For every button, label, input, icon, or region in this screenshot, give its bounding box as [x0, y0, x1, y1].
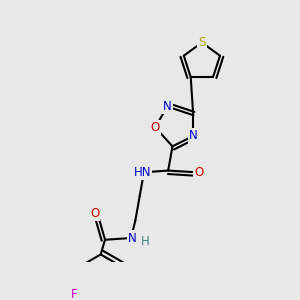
Text: N: N: [128, 232, 137, 244]
Text: HN: HN: [134, 166, 151, 179]
Text: N: N: [163, 100, 172, 113]
Text: S: S: [198, 36, 206, 49]
Text: N: N: [189, 130, 198, 142]
Text: F: F: [71, 288, 78, 300]
Text: O: O: [90, 207, 99, 220]
Text: H: H: [140, 235, 149, 248]
Text: O: O: [195, 166, 204, 179]
Text: O: O: [151, 121, 160, 134]
